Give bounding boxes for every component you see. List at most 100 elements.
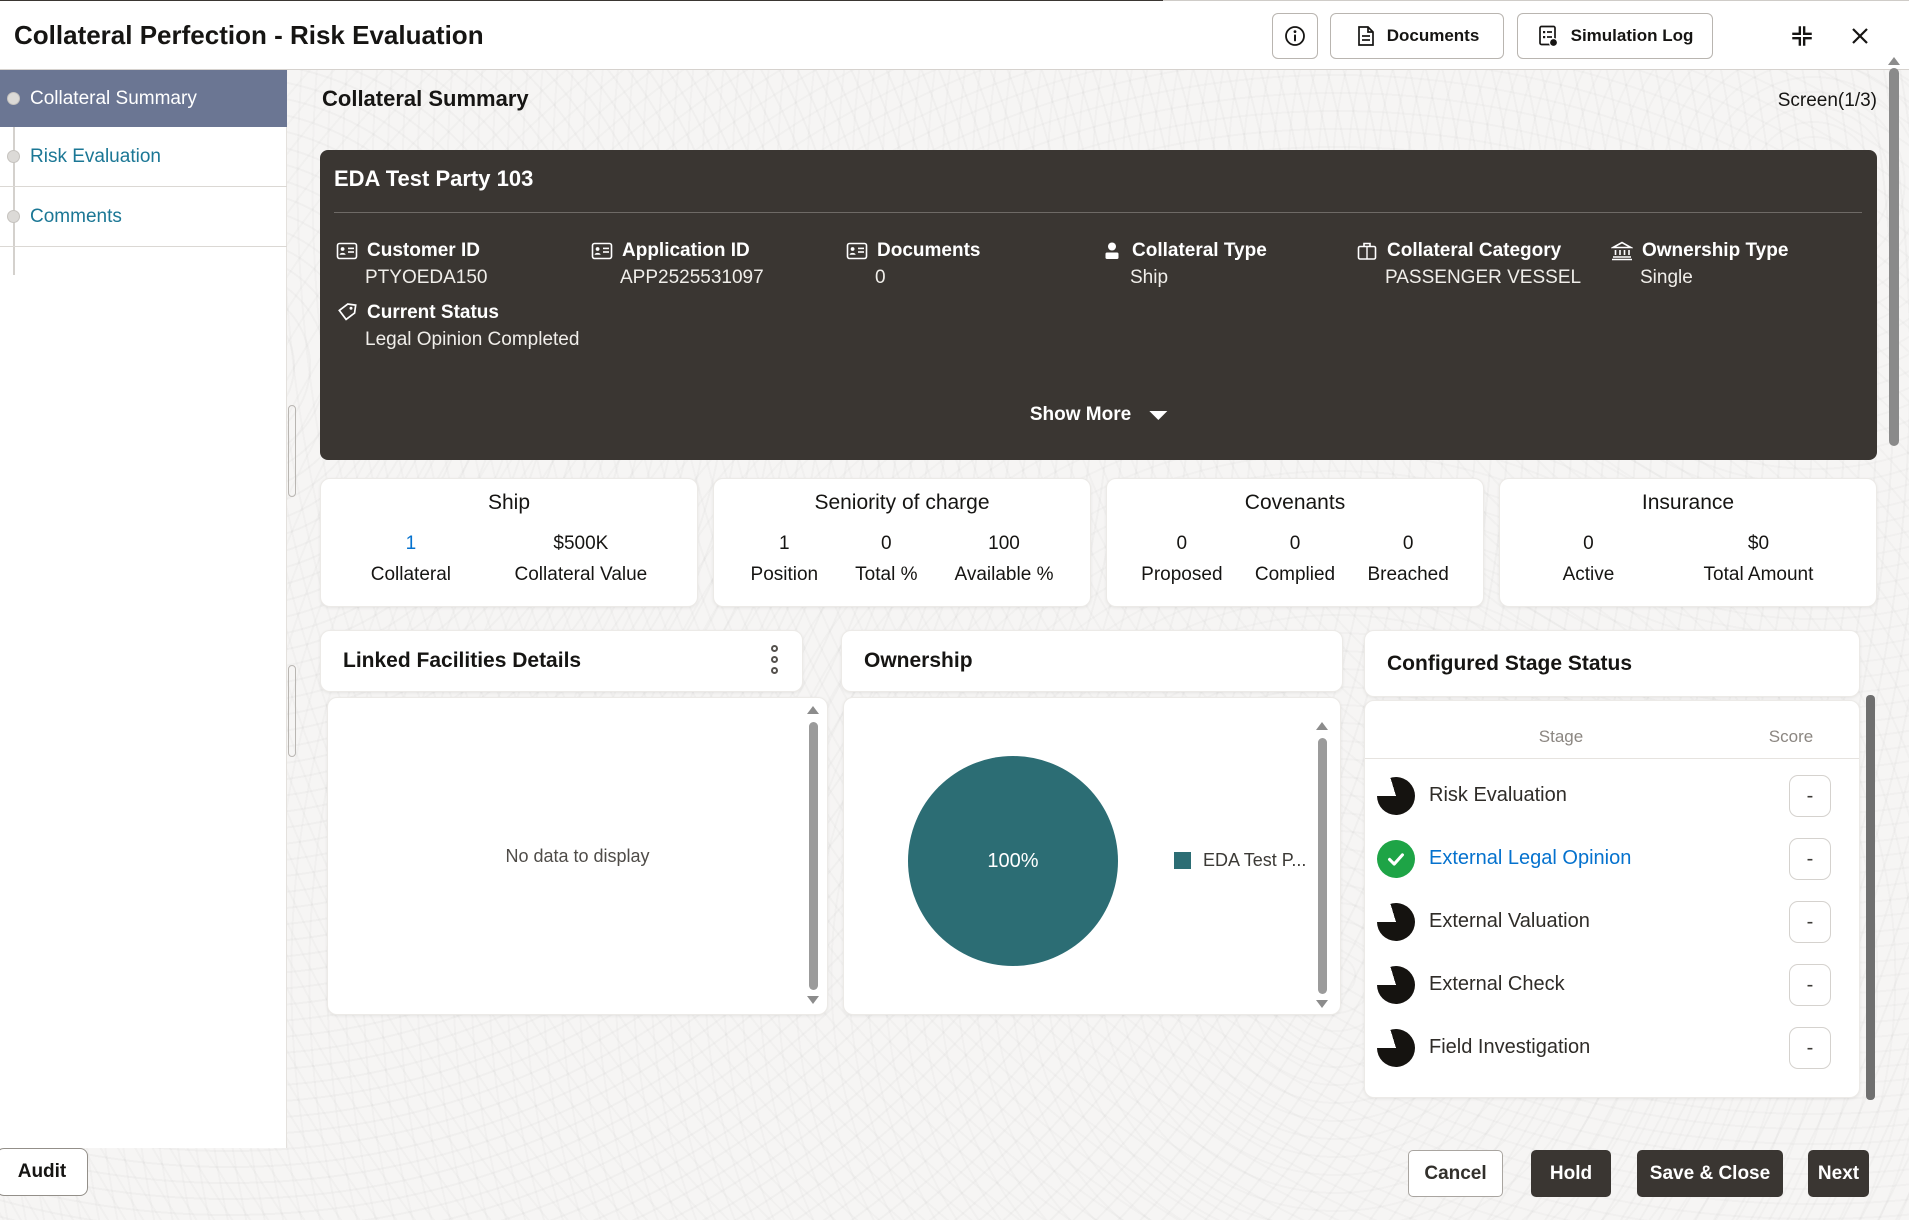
stat-label: Total Amount	[1703, 564, 1814, 585]
stage-in-progress-icon	[1377, 903, 1415, 941]
panel-title: Linked Facilities Details	[343, 649, 582, 672]
info-button[interactable]	[1272, 13, 1318, 59]
scroll-up-icon[interactable]	[807, 706, 819, 714]
stage-in-progress-icon	[1377, 966, 1415, 1004]
field-label: Ownership Type	[1642, 240, 1789, 261]
stat-label: Proposed	[1141, 564, 1223, 585]
field-application-id: Application ID APP2525531097	[591, 240, 837, 289]
stat-label: Available %	[954, 564, 1054, 585]
score-badge: -	[1789, 964, 1831, 1006]
stage-completed-check-icon	[1377, 840, 1415, 878]
linked-facilities-panel: No data to display	[327, 697, 828, 1015]
stat-value: 0	[881, 533, 892, 554]
page-scrollbar-thumb[interactable]	[1889, 68, 1899, 446]
sidebar-connector-line	[13, 100, 15, 275]
stage-name: Risk Evaluation	[1429, 784, 1567, 806]
stat-label: Collateral	[370, 564, 452, 585]
audit-button[interactable]: Audit	[0, 1148, 88, 1196]
scroll-down-icon[interactable]	[1316, 1000, 1328, 1008]
collapse-window-button[interactable]	[1778, 12, 1826, 60]
chevron-down-icon	[1149, 410, 1168, 420]
stat-total-percent: 0 Total %	[855, 533, 917, 586]
stat-label: Position	[750, 564, 819, 585]
documents-button[interactable]: Documents	[1330, 13, 1504, 59]
show-more-button[interactable]: Show More	[1029, 404, 1168, 426]
ownership-scrollbar[interactable]	[1316, 722, 1328, 1008]
stat-breached: 0 Breached	[1367, 533, 1448, 586]
wizard-sidebar: Collateral Summary Risk Evaluation Comme…	[0, 70, 287, 1148]
score-badge: -	[1789, 1027, 1831, 1069]
scroll-up-icon[interactable]	[1888, 57, 1900, 65]
field-value: PASSENGER VESSEL	[1385, 267, 1582, 288]
audit-button-label: Audit	[17, 1161, 67, 1182]
stat-value: $0	[1747, 533, 1770, 554]
sidebar-item-risk-evaluation[interactable]: Risk Evaluation	[0, 127, 287, 187]
scroll-down-icon[interactable]	[807, 996, 819, 1004]
stat-collateral-value: $500K Collateral Value	[515, 533, 648, 586]
simulation-log-button-label: Simulation Log	[1570, 26, 1694, 45]
panel-title: Configured Stage Status	[1387, 651, 1633, 675]
field-documents: Documents 0	[846, 240, 1092, 289]
step-bullet-icon	[7, 92, 20, 105]
sidebar-item-label: Risk Evaluation	[30, 145, 161, 167]
content-scrollbar-thumb[interactable]	[1866, 695, 1875, 1100]
stat-card-covenants: Covenants 0 Proposed 0 Complied 0 Breach…	[1106, 478, 1484, 607]
close-icon	[1848, 24, 1872, 48]
field-label: Current Status	[367, 302, 499, 323]
field-label: Application ID	[622, 240, 750, 261]
field-label: Documents	[877, 240, 981, 261]
stat-label: Active	[1562, 564, 1615, 585]
stage-name-link[interactable]: External Legal Opinion	[1429, 847, 1632, 869]
stat-card-title: Covenants	[1244, 491, 1346, 514]
stat-card-title: Ship	[487, 491, 531, 514]
stat-label: Breached	[1367, 564, 1449, 585]
bank-icon	[1611, 240, 1633, 262]
panel-title: Ownership	[864, 649, 973, 672]
step-bullet-icon	[7, 150, 20, 163]
scrollbar-thumb[interactable]	[1317, 738, 1327, 994]
step-bullet-icon	[7, 210, 20, 223]
scrollbar-thumb[interactable]	[808, 722, 818, 990]
stat-value: 0	[1289, 533, 1301, 554]
scrollbar-track[interactable]	[288, 405, 296, 497]
stat-value: 0	[1402, 533, 1414, 554]
sidebar-item-collateral-summary[interactable]: Collateral Summary	[0, 70, 287, 127]
next-button[interactable]: Next	[1808, 1150, 1869, 1197]
ownership-panel: 100% EDA Test P...	[843, 697, 1341, 1015]
stage-status-header: Configured Stage Status	[1364, 630, 1860, 697]
save-and-close-button-label: Save & Close	[1649, 1162, 1771, 1184]
scroll-up-icon[interactable]	[1316, 722, 1328, 730]
linked-facilities-scrollbar[interactable]	[807, 706, 819, 1006]
save-and-close-button[interactable]: Save & Close	[1637, 1150, 1783, 1197]
field-label: Collateral Type	[1132, 240, 1267, 261]
stat-active: 0 Active	[1563, 533, 1615, 586]
stat-card-title: Seniority of charge	[814, 491, 990, 514]
screen-indicator: Screen(1/3)	[1777, 90, 1877, 111]
scrollbar-track[interactable]	[288, 665, 296, 757]
stat-value-link[interactable]: 1	[405, 533, 417, 554]
cancel-button-label: Cancel	[1424, 1162, 1487, 1184]
window-header: Collateral Perfection - Risk Evaluation …	[0, 1, 1909, 70]
hold-button-label: Hold	[1549, 1162, 1593, 1184]
show-more-label: Show More	[1029, 404, 1132, 425]
close-button[interactable]	[1836, 12, 1884, 60]
score-badge: -	[1789, 901, 1831, 943]
score-badge: -	[1789, 775, 1831, 817]
stage-row-external-legal-opinion: External Legal Opinion -	[1365, 828, 1861, 891]
person-icon	[1101, 240, 1123, 262]
cancel-button[interactable]: Cancel	[1408, 1150, 1503, 1197]
sidebar-item-comments[interactable]: Comments	[0, 187, 287, 247]
divider	[334, 212, 1862, 213]
simulation-log-button[interactable]: Simulation Log	[1517, 13, 1713, 59]
kebab-menu-icon[interactable]	[771, 645, 778, 674]
stage-name: External Check	[1429, 973, 1565, 995]
stat-card-ship: Ship 1 Collateral $500K Collateral Value	[320, 478, 698, 607]
stage-in-progress-icon	[1377, 1029, 1415, 1067]
field-value: APP2525531097	[620, 267, 764, 288]
briefcase-icon	[1356, 240, 1378, 262]
window-title: Collateral Perfection - Risk Evaluation	[14, 20, 484, 50]
stat-label: Total %	[855, 564, 918, 585]
hold-button[interactable]: Hold	[1531, 1150, 1611, 1197]
ownership-header: Ownership	[841, 630, 1343, 692]
stage-name: Field Investigation	[1429, 1036, 1591, 1058]
